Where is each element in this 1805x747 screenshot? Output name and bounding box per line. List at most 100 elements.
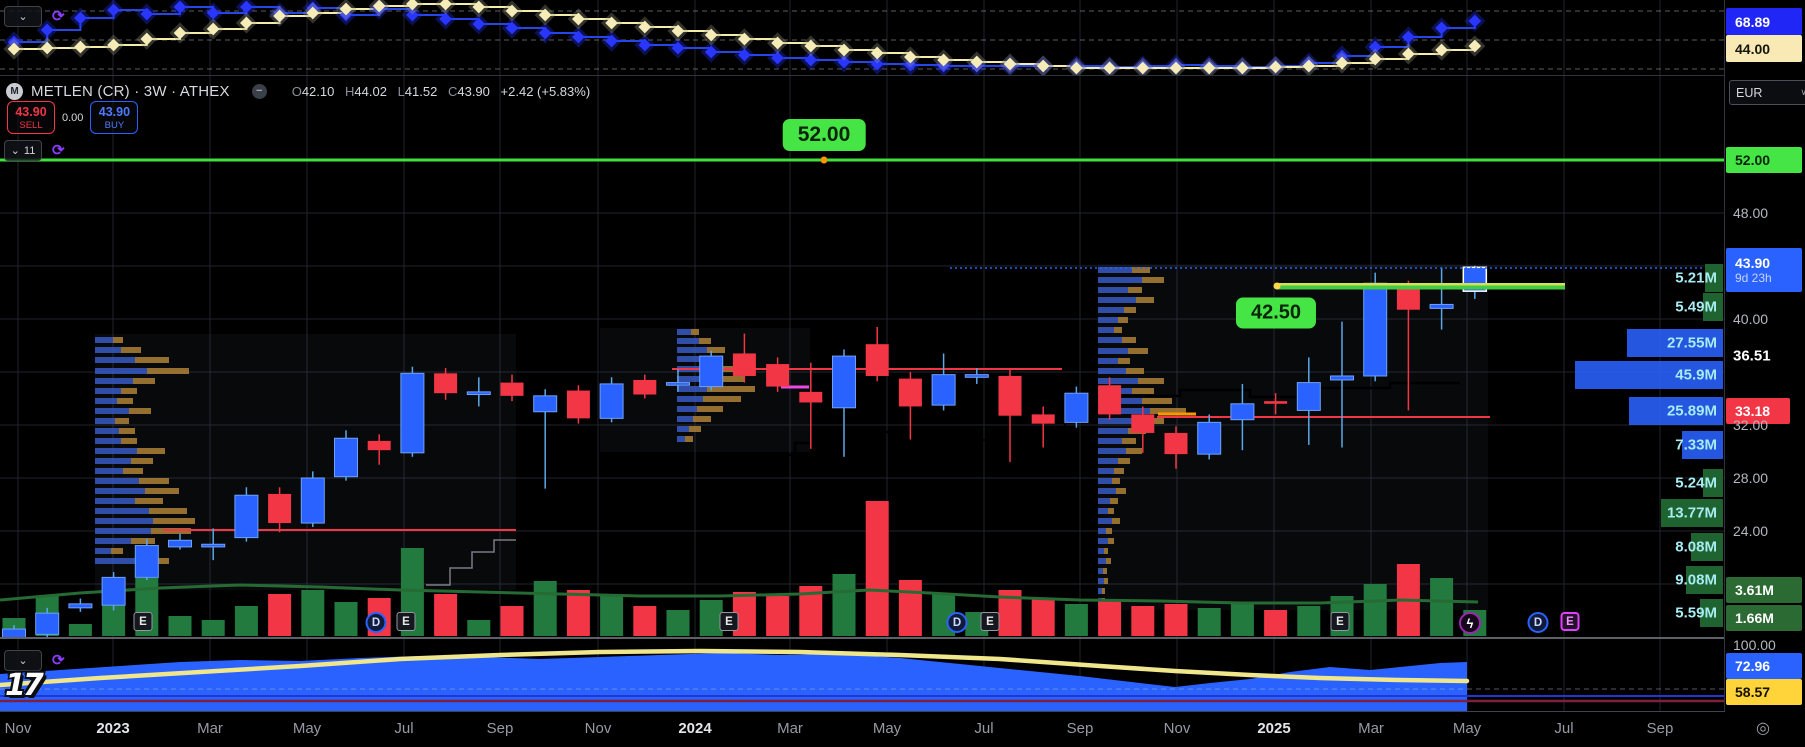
volume-row-bar (1703, 293, 1723, 321)
volume-bar (1064, 604, 1088, 636)
volume-bar (600, 596, 624, 636)
time-label-month[interactable]: May (872, 720, 902, 737)
time-label-month[interactable]: Nov (1163, 720, 1191, 737)
price-tick: 48.00 (1733, 205, 1769, 221)
bar-countdown: 9d 23h (1735, 271, 1772, 285)
earnings-marker[interactable]: E (980, 612, 1000, 631)
pane-separator-top[interactable] (0, 75, 1725, 76)
candle-body (1296, 382, 1321, 411)
candle-body (1031, 414, 1055, 424)
time-label-year[interactable]: 2024 (678, 720, 712, 737)
dividend-marker[interactable]: D (946, 612, 968, 633)
line-52-axis-label[interactable]: 52.00 (1726, 147, 1802, 173)
price-axis[interactable]: 68.89 44.00 52.00 43.90 9d 23h 36.51 33.… (1725, 0, 1805, 712)
top-pane-collapse-button[interactable]: ⌄ (4, 6, 42, 27)
volume-bar (1131, 606, 1155, 636)
time-label-month[interactable]: May (292, 720, 322, 737)
price-tick: 32.00 (1733, 417, 1769, 433)
refresh-icon[interactable]: ⟳ (52, 8, 65, 25)
lower-blue-label: 72.96 (1726, 653, 1802, 679)
candle-body (466, 391, 491, 396)
top-indicator-pane (0, 0, 1725, 76)
currency-select[interactable]: EUR ∨ (1729, 80, 1805, 105)
minus-circle-icon[interactable]: − (251, 83, 267, 99)
candle-body (666, 382, 690, 386)
horizontal-line-label-52[interactable]: 52.00 (782, 119, 866, 151)
ohlc-values: O42.10 H44.02 L41.52 C43.90 +2.42 (+5.83… (285, 84, 590, 99)
ray-label-42-50[interactable]: 42.50 (1235, 297, 1317, 329)
volume-bar (533, 581, 557, 636)
time-label-month[interactable]: May (1452, 720, 1482, 737)
time-label-year[interactable]: 2023 (96, 720, 130, 737)
candle-body (68, 603, 93, 609)
price-tick: 40.00 (1733, 311, 1769, 327)
time-label-month[interactable]: Mar (777, 720, 803, 737)
volume-row-value: 5.59M (1675, 604, 1717, 622)
buy-button[interactable]: 43.90 BUY (90, 101, 139, 134)
chevron-down-icon: ∨ (1800, 87, 1805, 97)
time-label-month[interactable]: Nov (4, 720, 32, 737)
legend-controls: ⌄ 11 ⟳ (4, 140, 65, 161)
time-label-year[interactable]: 2025 (1257, 720, 1291, 737)
candle-body (168, 539, 192, 548)
tradingview-logo[interactable]: 17 (5, 668, 44, 703)
candle-body (799, 391, 823, 403)
gear-icon[interactable]: ◎ (1756, 720, 1770, 737)
candle-body (134, 545, 159, 578)
time-label-month[interactable]: Jul (974, 720, 994, 737)
volume-row-bar (1691, 533, 1723, 561)
earnings-marker[interactable]: E (1330, 612, 1350, 631)
time-label-month[interactable]: Mar (1358, 720, 1384, 737)
candle-body (865, 344, 889, 376)
symbol-title[interactable]: METLEN (CR) · 3W · ATHEX (31, 82, 230, 100)
refresh-icon[interactable]: ⟳ (52, 652, 65, 669)
volume-bar (467, 620, 491, 636)
time-label-month[interactable]: Sep (486, 720, 514, 737)
indicator-collapse-button[interactable]: ⌄ 11 (4, 140, 42, 161)
time-label-month[interactable]: Sep (1066, 720, 1094, 737)
candle-body (1164, 432, 1188, 455)
earnings-marker[interactable]: E (1560, 612, 1580, 631)
sell-button[interactable]: 43.90 SELL (7, 101, 55, 134)
current-price-label: 43.90 9d 23h (1726, 248, 1802, 292)
candle-body (998, 375, 1022, 416)
volume-bar (1230, 604, 1254, 636)
volume-bar (68, 624, 92, 636)
candle-body (898, 378, 922, 407)
time-axis-separator (0, 711, 1805, 712)
buy-label: BUY (104, 119, 125, 131)
top-indicator-yellow-label: 44.00 (1726, 35, 1802, 62)
dividend-marker[interactable]: D (365, 612, 387, 633)
chevron-down-icon: ⌄ (10, 145, 20, 157)
time-label-month[interactable]: Mar (197, 720, 223, 737)
axis-separator (1724, 0, 1725, 712)
close-value: 43.90 (457, 83, 490, 99)
time-label-month[interactable]: Jul (394, 720, 414, 737)
chevron-down-icon: ⌄ (18, 11, 28, 23)
volume-row-bar (1629, 397, 1723, 425)
volume-row: 5.24M (1675, 469, 1723, 497)
candle-body (1098, 385, 1122, 415)
pane-separator-lower[interactable] (0, 637, 1725, 639)
time-axis[interactable]: ◎ Nov 2023 Mar May Jul Sep Nov 2024 Mar May Jul Sep… (0, 712, 1805, 747)
dividend-marker[interactable]: D (1527, 612, 1549, 633)
time-label-month[interactable]: Sep (1646, 720, 1674, 737)
volume-bar (1197, 608, 1221, 636)
volume-bar (1363, 584, 1387, 636)
chart-canvas[interactable] (0, 0, 1725, 712)
profile-total-label: 1.66M (1726, 605, 1802, 631)
candle-body (1230, 403, 1255, 421)
volume-row-bar (1682, 431, 1723, 459)
earnings-marker[interactable]: E (133, 612, 153, 631)
alert-price-label[interactable]: 33.18 (1726, 398, 1790, 424)
bottom-pane-collapse-button[interactable]: ⌄ (4, 650, 42, 671)
volume-bar (1031, 598, 1055, 636)
earnings-marker[interactable]: E (719, 612, 739, 631)
stoch-area (0, 653, 1467, 711)
earnings-marker[interactable]: E (396, 612, 416, 631)
alert-marker[interactable]: ϟ (1459, 612, 1481, 634)
time-label-month[interactable]: Nov (584, 720, 612, 737)
refresh-icon[interactable]: ⟳ (52, 142, 65, 159)
time-label-month[interactable]: Jul (1554, 720, 1574, 737)
